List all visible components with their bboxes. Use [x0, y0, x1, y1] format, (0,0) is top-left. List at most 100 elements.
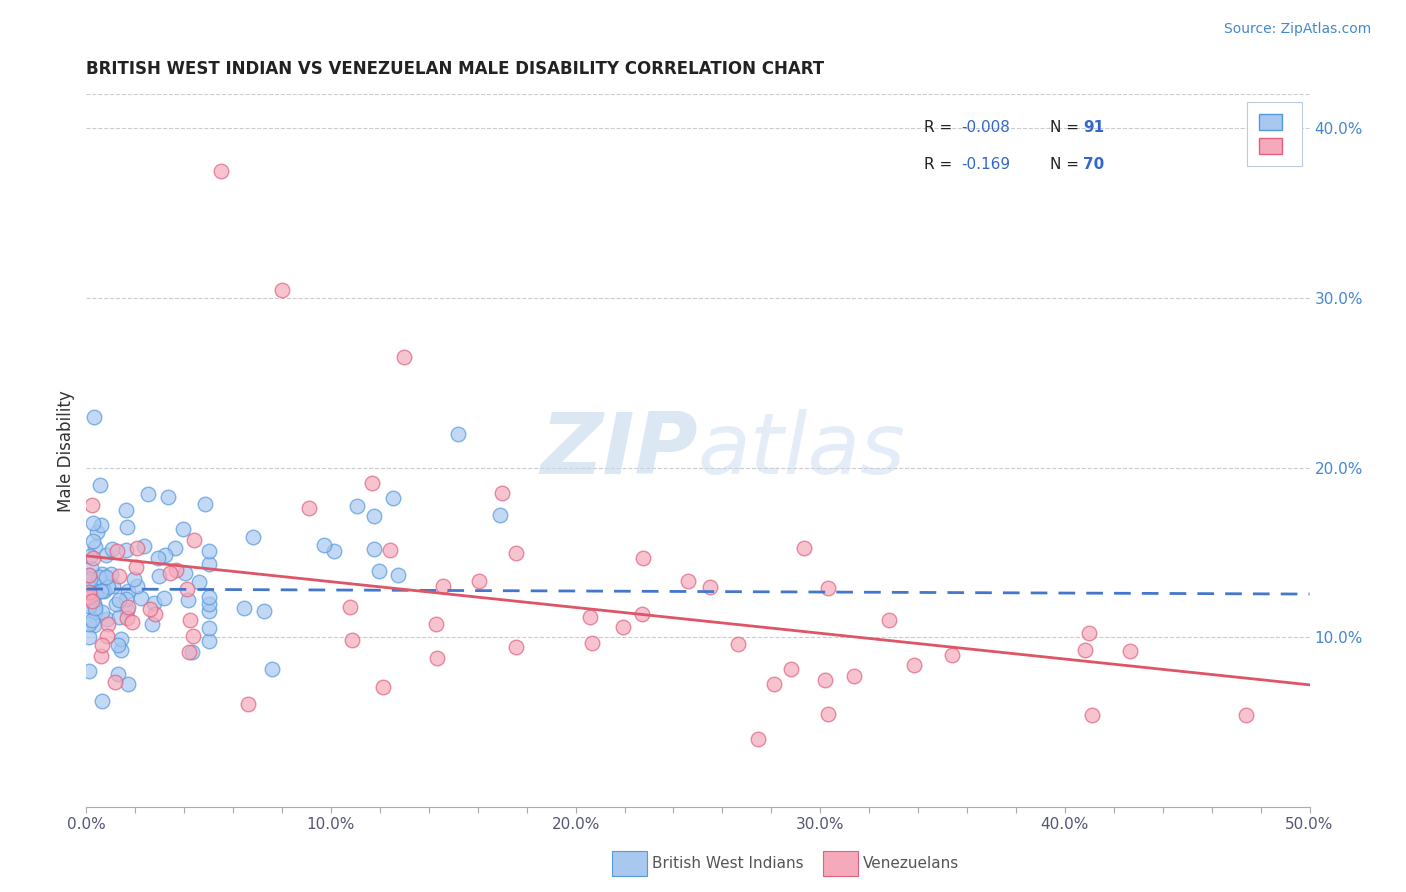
- Point: [90, 517, 112, 532]
- Point: [197, 544, 219, 558]
- Point: [93, 583, 115, 598]
- Point: [91, 605, 114, 619]
- Point: [77, 568, 100, 582]
- Point: [153, 549, 176, 563]
- Point: [84, 586, 107, 600]
- Point: [1078, 626, 1101, 640]
- Point: [298, 501, 321, 516]
- Point: [260, 662, 283, 676]
- Point: [89, 478, 111, 492]
- Point: [77, 617, 100, 632]
- Point: [101, 541, 124, 556]
- Point: [77, 599, 100, 614]
- Point: [187, 575, 209, 590]
- Point: [631, 550, 654, 565]
- Point: [941, 648, 963, 662]
- Point: [197, 633, 219, 648]
- Point: [89, 570, 111, 584]
- Point: [146, 550, 169, 565]
- Point: [817, 707, 839, 722]
- Point: [101, 579, 124, 593]
- Point: [762, 677, 785, 691]
- Point: [699, 580, 721, 594]
- Point: [79, 572, 101, 586]
- Point: [489, 508, 512, 523]
- Point: [107, 638, 129, 652]
- Point: [432, 579, 454, 593]
- Text: 70: 70: [1083, 157, 1105, 172]
- Point: [82, 534, 104, 549]
- Point: [197, 604, 219, 618]
- Point: [505, 640, 527, 655]
- Point: [727, 637, 749, 651]
- Point: [817, 581, 839, 595]
- Point: [159, 566, 181, 580]
- Point: [676, 574, 699, 588]
- Point: [96, 611, 118, 625]
- Point: [90, 648, 112, 663]
- Point: [105, 597, 128, 611]
- Point: [96, 630, 118, 644]
- Point: [90, 694, 112, 708]
- Point: [84, 586, 107, 600]
- Point: [340, 633, 363, 648]
- Point: [117, 520, 139, 534]
- Point: [83, 618, 105, 632]
- Point: [115, 543, 138, 558]
- Point: [134, 539, 156, 553]
- Point: [425, 617, 447, 632]
- Point: [1081, 707, 1104, 722]
- Point: [363, 508, 385, 523]
- Point: [82, 498, 104, 512]
- Point: [96, 548, 118, 562]
- Point: [125, 559, 148, 574]
- Point: [86, 525, 108, 540]
- Point: [117, 600, 139, 615]
- Point: [242, 530, 264, 544]
- Point: [363, 541, 385, 556]
- Point: [84, 600, 107, 615]
- Point: [194, 497, 217, 511]
- Point: [90, 638, 112, 652]
- Text: R =: R =: [924, 157, 962, 172]
- Point: [903, 657, 925, 672]
- Text: 91: 91: [1083, 120, 1104, 136]
- Text: Source: ZipAtlas.com: Source: ZipAtlas.com: [1223, 22, 1371, 37]
- Point: [236, 697, 259, 711]
- Point: [100, 567, 122, 582]
- Point: [877, 613, 900, 627]
- Point: [107, 667, 129, 681]
- Point: [447, 426, 470, 441]
- Point: [105, 544, 128, 558]
- Point: [77, 630, 100, 644]
- Point: [80, 613, 103, 627]
- Point: [177, 645, 200, 659]
- Point: [148, 569, 170, 583]
- Point: [115, 603, 138, 617]
- Point: [233, 601, 256, 615]
- Text: -0.008: -0.008: [960, 120, 1010, 136]
- Point: [91, 567, 114, 582]
- Point: [83, 409, 105, 424]
- Text: BRITISH WEST INDIAN VS VENEZUELAN MALE DISABILITY CORRELATION CHART: BRITISH WEST INDIAN VS VENEZUELAN MALE D…: [86, 60, 824, 78]
- Point: [581, 636, 603, 650]
- Point: [82, 594, 104, 608]
- Point: [197, 590, 219, 604]
- Point: [491, 486, 513, 500]
- Text: British West Indians: British West Indians: [652, 856, 804, 871]
- Point: [117, 611, 139, 625]
- Point: [153, 591, 176, 605]
- Point: [172, 522, 194, 536]
- Point: [1074, 643, 1097, 657]
- Point: [84, 541, 107, 555]
- Point: [127, 541, 149, 555]
- Point: [174, 566, 197, 580]
- Point: [94, 570, 117, 584]
- Point: [181, 645, 204, 659]
- Point: [183, 533, 205, 547]
- Point: [83, 596, 105, 610]
- Point: [339, 599, 361, 614]
- Point: [378, 542, 401, 557]
- Text: N =: N =: [1050, 120, 1084, 136]
- Point: [136, 487, 159, 501]
